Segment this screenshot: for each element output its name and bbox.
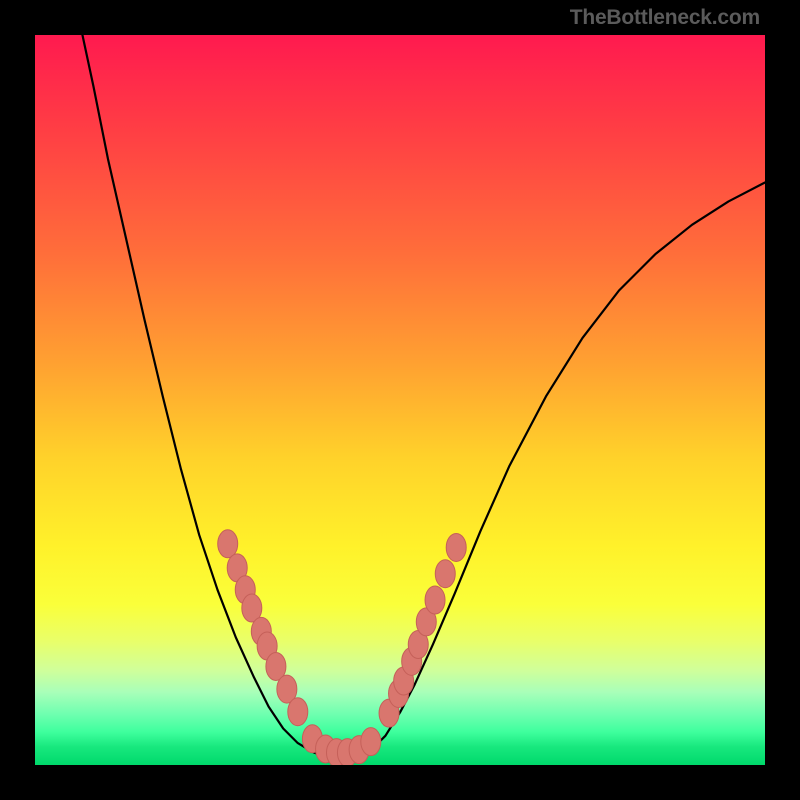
curve-marker	[361, 728, 381, 756]
gradient-background	[35, 35, 765, 765]
curve-marker	[288, 698, 308, 726]
plot-area	[35, 35, 765, 765]
curve-marker	[446, 533, 466, 561]
curve-marker	[435, 560, 455, 588]
chart-frame: TheBottleneck.com	[0, 0, 800, 800]
chart-svg	[35, 35, 765, 765]
curve-marker	[425, 586, 445, 614]
watermark-text: TheBottleneck.com	[570, 6, 760, 30]
curve-marker	[218, 530, 238, 558]
